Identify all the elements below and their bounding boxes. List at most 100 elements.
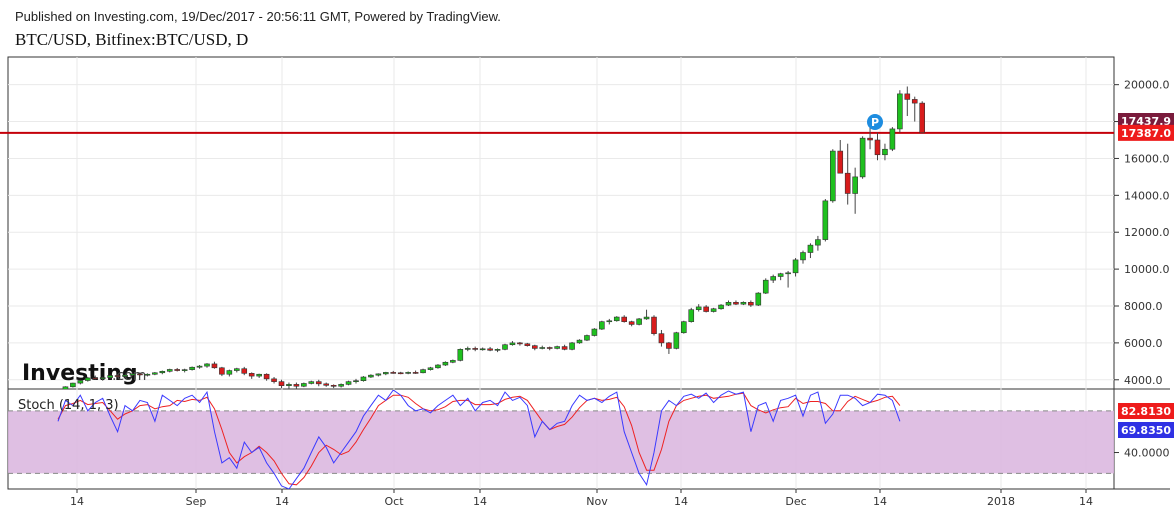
candle-body xyxy=(718,304,724,310)
candle-body xyxy=(442,361,449,366)
candle-body xyxy=(673,332,680,349)
candle-body xyxy=(680,321,687,334)
candle-body xyxy=(248,373,255,377)
candle-body xyxy=(85,377,91,381)
candle-body xyxy=(189,366,195,370)
candle-body xyxy=(375,373,382,376)
candle-body xyxy=(569,342,575,350)
p-marker[interactable]: P xyxy=(867,114,883,130)
candle-body xyxy=(181,369,188,371)
candle-body xyxy=(740,302,747,305)
candle-body xyxy=(219,367,225,375)
candle-body xyxy=(70,382,76,388)
candle-body xyxy=(733,302,739,305)
candle-body xyxy=(107,375,113,378)
candle-body xyxy=(755,292,762,306)
candle-body xyxy=(159,370,166,374)
candle-body xyxy=(360,376,367,381)
last-price-label: 17437.9 xyxy=(1121,115,1171,128)
stoch-k-value-label: 82.8130 xyxy=(1121,405,1171,418)
stoch-y-tick-label: 40.0000 xyxy=(1124,447,1170,460)
candle-body xyxy=(301,383,307,387)
candle-body xyxy=(353,380,359,383)
p-marker-label: P xyxy=(871,116,879,129)
candle-body xyxy=(561,346,568,350)
candle-body xyxy=(330,385,337,387)
candle-body xyxy=(382,372,389,375)
candle-body xyxy=(390,372,397,374)
candle-body xyxy=(666,342,672,349)
hline-price-label-bg xyxy=(1118,124,1174,141)
candle-body xyxy=(837,150,844,174)
candle-body xyxy=(651,316,657,334)
candle-body xyxy=(427,367,434,370)
stoch-d-line xyxy=(57,392,901,486)
candle-body xyxy=(621,316,628,322)
candle-body xyxy=(599,321,605,330)
candle-body xyxy=(464,348,471,350)
candle-body xyxy=(263,373,270,380)
candle-body xyxy=(405,372,411,374)
candle-body xyxy=(114,375,121,377)
candle-body xyxy=(613,316,620,322)
candle-body xyxy=(800,252,806,261)
candle-body xyxy=(710,308,717,312)
candle-body xyxy=(576,339,583,344)
investing-logo: Investing .com xyxy=(22,361,146,386)
candle-body xyxy=(919,102,926,134)
candle-body xyxy=(122,374,128,377)
chart-title: BTC/USD, Bitfinex:BTC/USD, D xyxy=(15,30,249,49)
y-tick-label: 4000.0 xyxy=(1124,374,1163,387)
candle-body xyxy=(234,368,240,371)
candle-body xyxy=(196,365,203,368)
candle-body xyxy=(166,369,173,372)
candle-body xyxy=(829,150,836,202)
candle-body xyxy=(889,128,896,150)
candle-body xyxy=(807,244,814,253)
candle-body xyxy=(904,93,911,100)
candle-body xyxy=(494,349,501,351)
candle-body xyxy=(688,309,695,322)
candle-body xyxy=(874,139,881,156)
candle-body xyxy=(815,239,821,246)
y-tick-label: 6000.0 xyxy=(1124,337,1163,350)
candle-body xyxy=(211,363,218,369)
candle-body xyxy=(822,200,829,240)
candle-body xyxy=(472,348,479,350)
candle-body xyxy=(636,318,642,325)
candle-body xyxy=(293,384,300,387)
axes: 14 Sep 14 Oct 14 Nov 14 Dec 14 2018 14 4000.0 6000.0… xyxy=(70,79,1170,508)
x-tick-label: 14 xyxy=(674,495,688,508)
candle-body xyxy=(517,342,523,345)
candle-body xyxy=(762,279,769,294)
candle-body xyxy=(479,348,486,351)
candle-body xyxy=(144,373,151,376)
stoch-band-fill xyxy=(8,410,1114,474)
stoch-band xyxy=(8,410,1114,474)
candle-body xyxy=(584,335,590,341)
candle-body xyxy=(92,377,99,380)
candle-body xyxy=(897,93,903,130)
candle-body xyxy=(546,347,553,349)
candle-body xyxy=(99,377,106,379)
candle-body xyxy=(345,381,352,385)
candle-body xyxy=(286,384,292,386)
candle-body xyxy=(539,347,546,349)
candle-body xyxy=(487,348,493,351)
candle-body xyxy=(867,137,873,141)
candle-body xyxy=(852,176,858,194)
publish-info: Published on Investing.com, 19/Dec/2017 … xyxy=(15,9,501,24)
candle-body xyxy=(412,372,419,374)
y-tick-label: 16000.0 xyxy=(1124,152,1170,165)
stoch-k-line xyxy=(57,390,901,489)
y-tick-label: 14000.0 xyxy=(1124,189,1170,202)
candle-body xyxy=(882,148,888,156)
p-marker-circle xyxy=(867,114,883,130)
x-tick-label: Dec xyxy=(785,495,806,508)
candle-body xyxy=(278,381,285,386)
candle-body xyxy=(137,373,143,376)
candle-body xyxy=(502,344,508,350)
candle-body xyxy=(368,374,374,378)
